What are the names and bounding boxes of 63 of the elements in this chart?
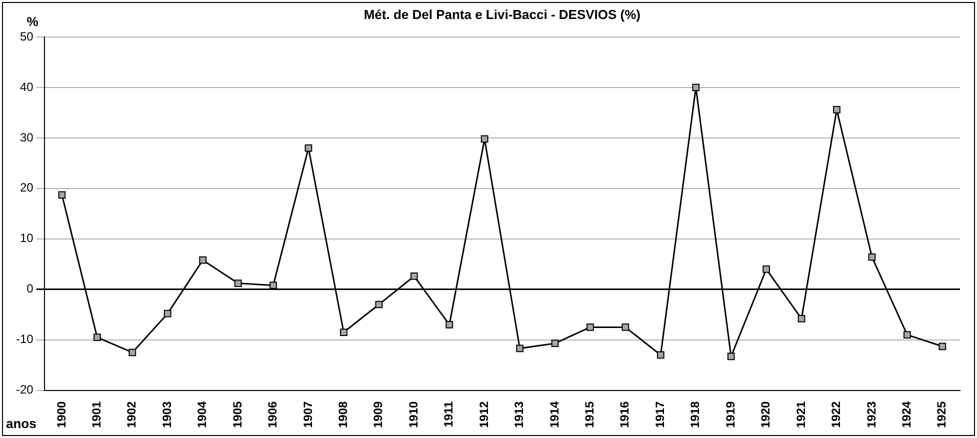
x-tick-label: 1912 — [476, 400, 491, 428]
point — [480, 135, 488, 143]
point — [446, 321, 454, 328]
x-tick-label: 1914 — [547, 400, 562, 428]
x-tick-label: 1924 — [899, 400, 914, 428]
point — [692, 84, 700, 92]
point — [903, 331, 911, 338]
x-tick-label: 1910 — [406, 400, 420, 428]
x-tick-label: 1908 — [336, 400, 350, 428]
x-tick-label: 1921 — [794, 400, 808, 428]
y-tick-label: 0 — [26, 282, 34, 296]
point — [762, 265, 770, 273]
x-tick-label: 1902 — [124, 400, 139, 428]
point — [516, 344, 524, 352]
point — [727, 352, 735, 360]
y-tick-label: 40 — [20, 80, 34, 94]
x-tick-label: 1919 — [723, 400, 738, 428]
x-tick-label: 1922 — [829, 400, 844, 428]
x-tick-label: 1920 — [758, 400, 773, 428]
x-tick-label: 1916 — [618, 400, 632, 428]
point — [622, 324, 630, 331]
y-tick-label: 10 — [20, 231, 34, 246]
x-tick-label: 1906 — [266, 400, 280, 428]
point — [234, 280, 242, 287]
x-tick-label: 1904 — [195, 400, 210, 428]
point — [410, 272, 418, 280]
point — [938, 342, 946, 350]
x-axis-title: anos — [6, 416, 36, 432]
point — [199, 256, 207, 264]
x-tick-label: 1911 — [442, 400, 456, 428]
x-tick-label: 1913 — [512, 400, 526, 428]
x-tick-label: 1918 — [688, 400, 702, 428]
y-tick-label: -20 — [16, 382, 34, 397]
point — [586, 324, 594, 331]
point — [798, 314, 806, 322]
point — [58, 191, 66, 199]
x-tick-label: 1901 — [89, 400, 104, 428]
x-tick-label: 1903 — [160, 400, 174, 428]
point — [304, 144, 312, 152]
x-tick-label: 1925 — [934, 400, 949, 428]
x-tick-label: 1907 — [300, 400, 315, 428]
x-tick-label: 1905 — [230, 400, 244, 428]
y-axis-title: % — [26, 14, 39, 30]
point — [656, 351, 664, 359]
point — [375, 300, 383, 308]
x-tick-label: 1923 — [864, 400, 878, 428]
point — [833, 106, 840, 114]
y-tick-label: 50 — [20, 29, 34, 44]
point — [164, 310, 172, 318]
y-tick-label: 30 — [20, 130, 34, 144]
x-tick-label: 1915 — [582, 400, 597, 428]
y-tick-label: 20 — [20, 180, 34, 195]
point — [340, 328, 348, 336]
x-tick-label: 1909 — [371, 400, 386, 428]
x-tick-label: 1900 — [54, 400, 68, 428]
point — [551, 340, 559, 348]
point — [93, 334, 101, 341]
y-tick-label: -10 — [16, 332, 34, 346]
point — [868, 253, 876, 261]
point — [270, 282, 277, 290]
x-tick-label: 1917 — [652, 400, 667, 428]
chart-title: Mét. de Del Panta e Livi-Bacci - DESVIOS (%) — [364, 7, 641, 22]
point — [128, 348, 136, 356]
